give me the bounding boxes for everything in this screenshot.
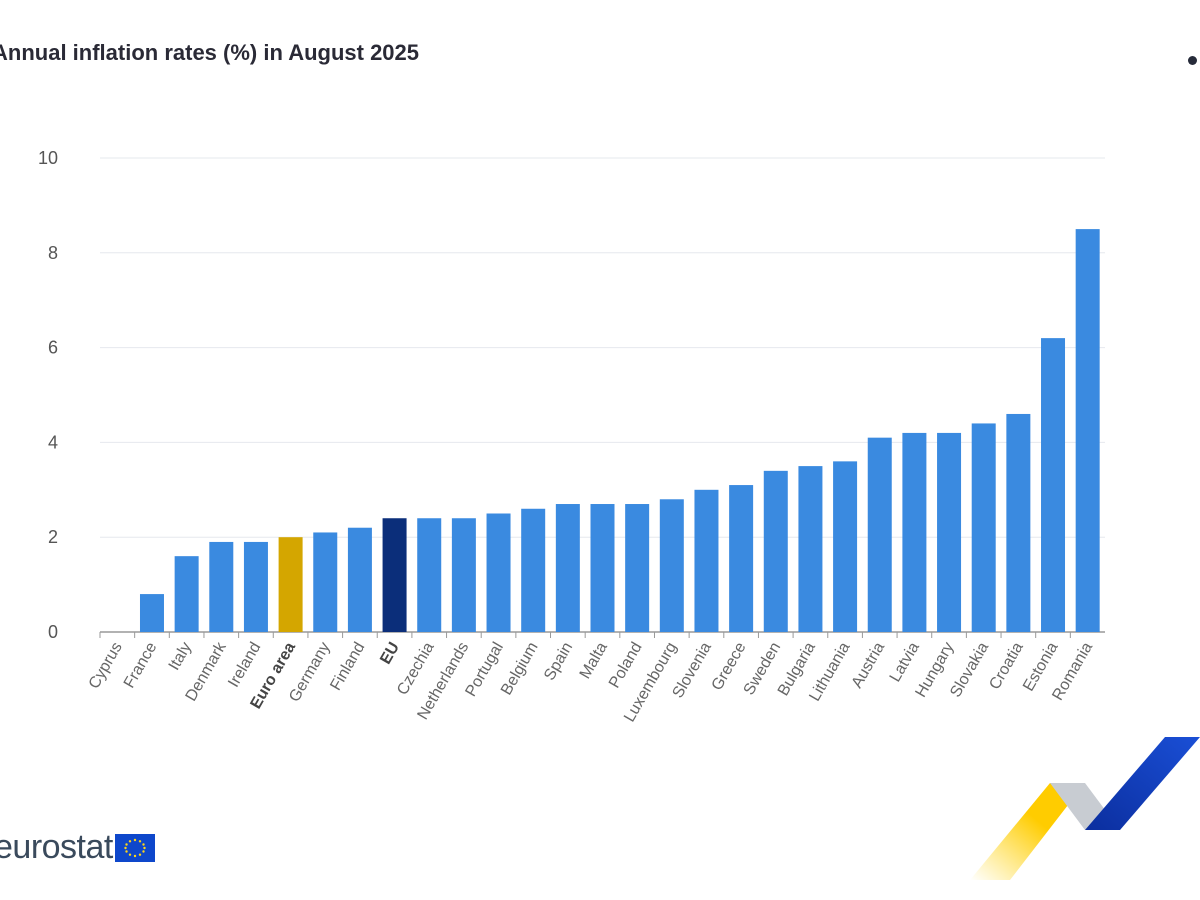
bar-austria: [867, 437, 892, 632]
y-tick-label: 4: [48, 432, 58, 452]
bar-hungary: [937, 432, 962, 632]
bar-italy: [174, 556, 199, 632]
bar-malta: [590, 504, 615, 632]
x-tick-label: Italy: [166, 640, 195, 674]
bar-france: [139, 594, 164, 632]
bar-lithuania: [833, 461, 858, 632]
bar-portugal: [486, 513, 511, 632]
y-tick-label: 6: [48, 338, 58, 358]
bar-belgium: [521, 508, 546, 632]
bar-spain: [555, 504, 580, 632]
bar-latvia: [902, 432, 927, 632]
bar-slovenia: [694, 489, 719, 632]
y-tick-label: 10: [38, 148, 58, 168]
bar-croatia: [1006, 413, 1031, 632]
x-tick-label: France: [121, 639, 161, 691]
bar-romania: [1075, 229, 1100, 632]
bar-finland: [347, 527, 372, 632]
x-tick-label: Cyprus: [86, 640, 126, 692]
y-tick-label: 2: [48, 527, 58, 547]
bar-denmark: [209, 541, 234, 632]
x-tick-label: Finland: [327, 640, 368, 694]
bar-eu: [382, 518, 407, 632]
logo-text: eurostat: [0, 828, 113, 866]
bar-estonia: [1041, 338, 1066, 632]
y-tick-label: 0: [48, 622, 58, 642]
eu-flag-icon: [114, 833, 155, 862]
chart-title: Annual inflation rates (%) in August 202…: [0, 40, 420, 65]
bar-germany: [313, 532, 338, 632]
x-tick-label: Latvia: [887, 639, 923, 685]
x-tick-label: Malta: [577, 639, 611, 681]
menu-icon[interactable]: [1188, 56, 1197, 65]
x-tick-label: EU: [377, 640, 403, 668]
bar-czechia: [417, 518, 442, 632]
bar-sweden: [763, 470, 788, 632]
bar-euro-area: [278, 537, 303, 632]
x-tick-label: Spain: [541, 640, 576, 684]
bar-bulgaria: [798, 466, 823, 632]
eurostat-logo: eurostat: [0, 828, 155, 867]
bar-slovakia: [971, 423, 996, 632]
bar-netherlands: [451, 518, 476, 632]
bar-luxembourg: [659, 499, 684, 632]
x-tick-label: Austria: [849, 639, 889, 691]
bar-greece: [729, 485, 754, 632]
y-tick-label: 8: [48, 243, 58, 263]
bar-ireland: [243, 541, 268, 632]
bar-poland: [625, 504, 650, 632]
decorative-ribbon: [970, 737, 1200, 880]
